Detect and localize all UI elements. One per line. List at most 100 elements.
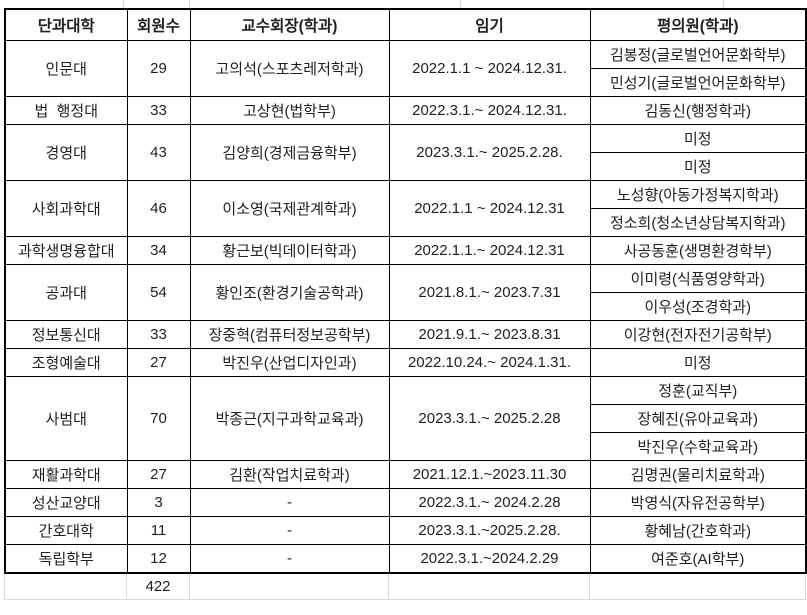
councilor-cell: 사공동훈(생명환경학부) — [589, 236, 807, 265]
councilor-cell: 장혜진(유아교육과) — [589, 404, 807, 433]
college-cell: 경영대 — [4, 124, 128, 181]
table-row: 간호대학 11-2023.3.1.~2025.2.28. 황혜남(간호학과) — [4, 516, 807, 545]
term-cell: 2023.3.1.~2025.2.28. — [388, 516, 591, 545]
councilor-cell: 박진우(수학교육과) — [589, 432, 807, 461]
total-row: 422 — [4, 574, 806, 600]
councilor-cell: 이미령(식품영양학과) — [589, 264, 807, 293]
table-row: 정소희(청소년상담복지학과) — [5, 208, 807, 237]
faculty-council-table: 단과대학 회원수 교수회장(학과) 임기 평의원(학과) 인문대 29 고의석(스포츠레저학… — [4, 8, 807, 574]
members-cell: 11 — [126, 516, 191, 545]
table-row: 인문대 29 고의석(스포츠레저학과) 2022.1.1 ~ 2024.12.31. 김… — [4, 40, 807, 97]
councilor-cell: 이우성(조경학과) — [589, 292, 807, 321]
councilor-cell: 정훈(교직부) — [589, 376, 807, 405]
members-cell: 54 — [126, 264, 191, 321]
president-cell: 이소영(국제관계학과) — [189, 180, 390, 237]
president-cell: 고상현(법학부) — [189, 96, 390, 125]
members-cell: 70 — [126, 376, 191, 461]
table-header: 단과대학 회원수 교수회장(학과) 임기 평의원(학과) — [4, 8, 807, 41]
councilor-cell: 민성기(글로벌언어문화학부) — [589, 68, 807, 97]
table-row: 조형예술대 27 박진우(산업디자인과) 2022.10.24.~ 2024.1.31… — [4, 348, 807, 377]
term-cell: 2021.12.1.~2023.11.30 — [388, 460, 591, 489]
councilor-cell: 노성향(아동가정복지학과) — [589, 180, 807, 209]
sheet-gridline — [723, 0, 724, 9]
college-cell: 과학생명융합대 — [4, 236, 128, 265]
councilor-cell: 박영식(자유전공학부) — [589, 488, 807, 517]
table-row: 박진우(수학교육과) — [5, 432, 807, 461]
total-row-table: 422 — [4, 574, 806, 600]
column-header: 회원수 — [126, 8, 191, 41]
table-row: 성산교양대 3-2022.3.1.~ 2024.2.28 박영식(자유전공학부) — [4, 488, 807, 517]
term-cell: 2022.1.1 ~ 2024.12.31 — [388, 180, 591, 237]
members-cell: 34 — [126, 236, 191, 265]
councilor-cell: 미정 — [589, 348, 807, 377]
total-members-cell: 422 — [126, 574, 190, 600]
president-cell: 장중혁(컴퓨터정보공학부) — [189, 320, 390, 349]
members-cell: 27 — [126, 460, 191, 489]
college-cell: 간호대학 — [4, 516, 128, 545]
term-cell: 2021.9.1.~ 2023.8.31 — [388, 320, 591, 349]
column-header: 평의원(학과) — [589, 8, 807, 41]
total-college-cell — [4, 574, 127, 600]
councilor-cell: 김명권(물리치료학과) — [589, 460, 807, 489]
college-cell: 사회과학대 — [4, 180, 128, 237]
table-row: 정보통신대 33 장중혁(컴퓨터정보공학부) 2021.9.1.~ 2023.8.31… — [4, 320, 807, 349]
table-row: 사회과학대 46 이소영(국제관계학과) 2022.1.1 ~ 2024.12.31 노… — [4, 180, 807, 237]
councilor-cell: 김동신(행정학과) — [589, 96, 807, 125]
column-header: 임기 — [388, 8, 591, 41]
term-cell: 2022.10.24.~ 2024.1.31. — [388, 348, 591, 377]
term-cell: 2022.3.1.~2024.2.29 — [388, 544, 591, 574]
president-cell: 황근보(빅데이터학과) — [189, 236, 390, 265]
members-cell: 33 — [126, 320, 191, 349]
president-cell: 박진우(산업디자인과) — [189, 348, 390, 377]
sheet-gridline — [123, 0, 124, 9]
college-cell: 독립학부 — [4, 544, 128, 574]
total-term-cell — [388, 574, 590, 600]
table-row: 사범대 70 박종근(지구과학교육과) 2023.3.1.~ 2025.2.28 정훈(… — [4, 376, 807, 461]
members-cell: 27 — [126, 348, 191, 377]
term-cell: 2023.3.1.~ 2025.2.28. — [388, 124, 591, 181]
members-cell: 33 — [126, 96, 191, 125]
president-cell: - — [189, 544, 390, 574]
table-row: 독립학부 12-2022.3.1.~2024.2.29 여준호(AI학부) — [4, 544, 807, 574]
college-cell: 공과대 — [4, 264, 128, 321]
table-row: 미정 — [5, 152, 807, 181]
term-cell: 2021.8.1.~ 2023.7.31 — [388, 264, 591, 321]
column-header: 교수회장(학과) — [189, 8, 390, 41]
column-header: 단과대학 — [4, 8, 128, 41]
term-cell: 2022.1.1.~ 2024.12.31 — [388, 236, 591, 265]
term-cell: 2023.3.1.~ 2025.2.28 — [388, 376, 591, 461]
members-cell: 12 — [126, 544, 191, 574]
faculty-council-sheet: 단과대학 회원수 교수회장(학과) 임기 평의원(학과) 인문대 29 고의석(스포츠레저학… — [4, 8, 807, 600]
councilor-cell: 미정 — [589, 124, 807, 153]
president-cell: - — [189, 516, 390, 545]
college-cell: 재활과학대 — [4, 460, 128, 489]
table-row: 재활과학대 27 김환(작업치료학과) 2021.12.1.~2023.11.30 김명… — [4, 460, 807, 489]
total-councilor-cell — [589, 574, 806, 600]
college-cell: 법 행정대 — [4, 96, 128, 125]
members-cell: 43 — [126, 124, 191, 181]
councilor-cell: 미정 — [589, 152, 807, 181]
table-row: 공과대 54 황인조(환경기술공학과) 2021.8.1.~ 2023.7.31 이미령… — [4, 264, 807, 321]
president-cell: 박종근(지구과학교육과) — [189, 376, 390, 461]
college-cell: 인문대 — [4, 40, 128, 97]
college-cell: 조형예술대 — [4, 348, 128, 377]
president-cell: - — [189, 488, 390, 517]
sheet-gridline — [189, 0, 190, 9]
table-row: 법 행정대 33 고상현(법학부) 2022.3.1.~ 2024.12.31. 김동신… — [4, 96, 807, 125]
table-row: 경영대 43 김양희(경제금융학부) 2023.3.1.~ 2025.2.28. 미정 — [4, 124, 807, 181]
term-cell: 2022.3.1.~ 2024.12.31. — [388, 96, 591, 125]
councilor-cell: 김봉정(글로벌언어문화학부) — [589, 40, 807, 69]
college-cell: 사범대 — [4, 376, 128, 461]
college-cell: 성산교양대 — [4, 488, 128, 517]
councilor-cell: 이강현(전자전기공학부) — [589, 320, 807, 349]
president-cell: 황인조(환경기술공학과) — [189, 264, 390, 321]
councilor-cell: 황혜남(간호학과) — [589, 516, 807, 545]
councilor-cell: 여준호(AI학부) — [589, 544, 807, 574]
president-cell: 고의석(스포츠레저학과) — [189, 40, 390, 97]
table-row: 과학생명융합대 34 황근보(빅데이터학과) 2022.1.1.~ 2024.12.3… — [4, 236, 807, 265]
college-cell: 정보통신대 — [4, 320, 128, 349]
header-row: 단과대학 회원수 교수회장(학과) 임기 평의원(학과) — [4, 8, 807, 41]
president-cell: 김양희(경제금융학부) — [189, 124, 390, 181]
sheet-gridline — [460, 0, 461, 9]
